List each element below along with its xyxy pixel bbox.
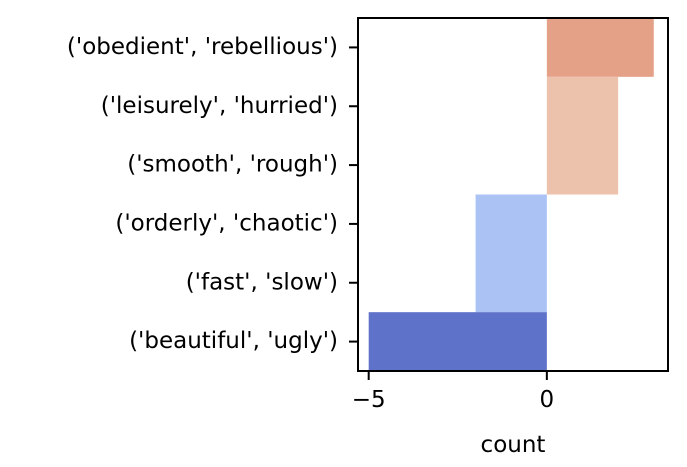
x-axis-label: count: [481, 432, 546, 458]
bar-2: [475, 194, 547, 313]
y-tick-label-0: ('obedient', 'rebellious'): [67, 34, 338, 60]
y-tick-label-2: ('smooth', 'rough'): [127, 152, 338, 178]
bar-3: [368, 312, 547, 371]
bar-0: [546, 18, 654, 77]
bar-1: [546, 76, 619, 195]
x-tick-label-0: −5: [352, 387, 386, 413]
y-axis: ('obedient', 'rebellious') ('leisurely', …: [67, 34, 358, 354]
plot-frame: [357, 17, 669, 372]
x-axis: −5 0: [352, 371, 554, 413]
y-tick-label-1: ('leisurely', 'hurried'): [101, 93, 338, 119]
y-tick-label-5: ('beautiful', 'ugly'): [129, 328, 338, 354]
y-tick-label-4: ('fast', 'slow'): [186, 269, 338, 295]
bars-group: [368, 18, 654, 371]
y-tick-label-3: ('orderly', 'chaotic'): [115, 210, 338, 236]
x-tick-label-1: 0: [540, 387, 555, 413]
